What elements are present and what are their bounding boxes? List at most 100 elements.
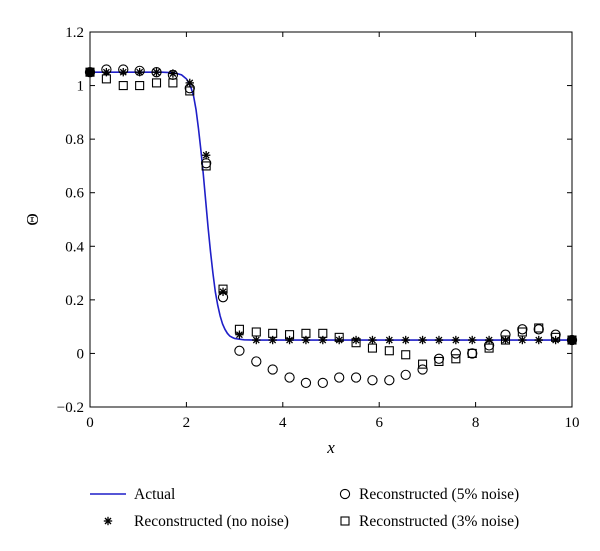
data-point-star	[501, 335, 510, 345]
data-point-square	[301, 328, 311, 338]
star-stroke	[335, 336, 343, 344]
star-stroke	[104, 517, 112, 525]
star-stroke	[219, 288, 227, 296]
star-stroke	[136, 68, 144, 76]
data-point-square	[351, 338, 361, 348]
star-stroke	[319, 336, 327, 344]
data-point-square	[534, 323, 544, 333]
data-point-circle	[101, 64, 112, 75]
legend-label: Actual	[134, 486, 175, 503]
data-point-square	[384, 346, 394, 356]
data-point-square	[168, 78, 178, 88]
star-stroke	[368, 336, 376, 344]
legend-label: Reconstructed (3% noise)	[359, 513, 519, 530]
data-point-circle	[450, 348, 461, 359]
y-tick-label: 1.2	[65, 25, 84, 41]
star-stroke	[202, 151, 210, 159]
data-point-square	[118, 81, 128, 91]
legend-label: Reconstructed (no noise)	[134, 513, 289, 530]
x-tick-label: 8	[472, 415, 480, 431]
star-stroke	[452, 336, 460, 344]
star-stroke	[186, 79, 194, 87]
star-stroke	[485, 336, 493, 344]
data-point-star	[252, 335, 261, 345]
data-point-circle	[467, 348, 478, 359]
data-point-square	[467, 348, 477, 358]
y-tick-label: 0.8	[65, 132, 84, 148]
data-point-circle	[234, 345, 245, 356]
data-point-star	[185, 78, 194, 88]
data-point-circle	[134, 65, 145, 76]
x-tick-label: 0	[86, 415, 94, 431]
legend-item: Reconstructed (no noise)	[103, 513, 289, 530]
data-point-square	[135, 81, 145, 91]
data-point-square	[434, 356, 444, 367]
y-tick-label: 0.6	[65, 186, 84, 202]
data-point-square	[268, 328, 278, 338]
data-point-circle	[118, 64, 129, 75]
data-point-square	[551, 332, 561, 342]
data-point-star	[318, 335, 328, 345]
legend-item: Actual	[90, 486, 175, 503]
data-point-star	[152, 67, 161, 77]
data-point-circle	[251, 356, 262, 367]
data-point-square	[451, 354, 461, 364]
data-point-circle	[201, 158, 212, 169]
y-axis-label: Θ	[23, 213, 42, 225]
data-point-star	[401, 335, 410, 345]
data-point-square	[201, 161, 211, 171]
plot-frame	[89, 31, 573, 408]
data-point-star	[119, 67, 128, 77]
data-point-square	[151, 78, 162, 88]
star-stroke	[169, 70, 177, 77]
x-tick-label: 10	[565, 415, 580, 431]
series-square-markers	[85, 67, 577, 369]
star-stroke	[269, 336, 277, 344]
y-tick-label: 1	[77, 79, 85, 95]
data-point-square	[334, 332, 344, 342]
legend: Actual Reconstructed (no noise) Reconstruc…	[90, 486, 519, 530]
data-point-circle	[433, 353, 445, 364]
data-point-circle	[334, 372, 345, 383]
data-point-square	[318, 328, 328, 338]
data-point-circle	[517, 324, 528, 335]
data-point-circle	[284, 372, 295, 383]
star-stroke	[385, 336, 393, 344]
data-point-circle	[533, 324, 544, 335]
data-point-star	[468, 335, 477, 345]
data-point-star	[218, 287, 228, 297]
plot-marks	[84, 64, 578, 389]
star-stroke	[402, 336, 410, 344]
star-stroke	[235, 331, 243, 339]
data-point-square	[185, 86, 195, 96]
data-point-square	[251, 327, 261, 337]
star-stroke	[435, 336, 443, 344]
data-point-square	[484, 343, 494, 353]
series-line-actual	[90, 71, 572, 341]
star-stroke	[302, 336, 310, 344]
data-point-circle	[151, 67, 162, 78]
data-point-circle	[500, 329, 511, 340]
star-stroke	[552, 336, 560, 344]
data-point-circle	[550, 329, 561, 340]
data-point-star	[368, 335, 377, 345]
data-point-star	[201, 151, 211, 160]
data-point-circle	[384, 375, 395, 386]
data-point-square	[517, 327, 527, 337]
data-point-star	[418, 335, 427, 345]
data-point-square	[418, 359, 428, 369]
data-point-star	[551, 335, 560, 345]
data-point-circle	[267, 364, 278, 375]
data-point-square	[284, 330, 295, 340]
legend-swatch-star	[103, 516, 113, 526]
x-axis-label: x	[326, 438, 335, 457]
y-tick-label: 0.4	[65, 239, 84, 255]
legend-item: Reconstructed (5% noise)	[339, 486, 519, 503]
y-tick-label: 0.2	[65, 293, 84, 309]
data-point-circle	[417, 364, 428, 375]
data-point-square	[234, 324, 244, 334]
axis-ticks: 0 2 4 6 8 10−0.200.20.40.60.811.2	[57, 25, 580, 431]
data-point-circle	[217, 292, 229, 303]
data-point-square	[367, 343, 378, 353]
